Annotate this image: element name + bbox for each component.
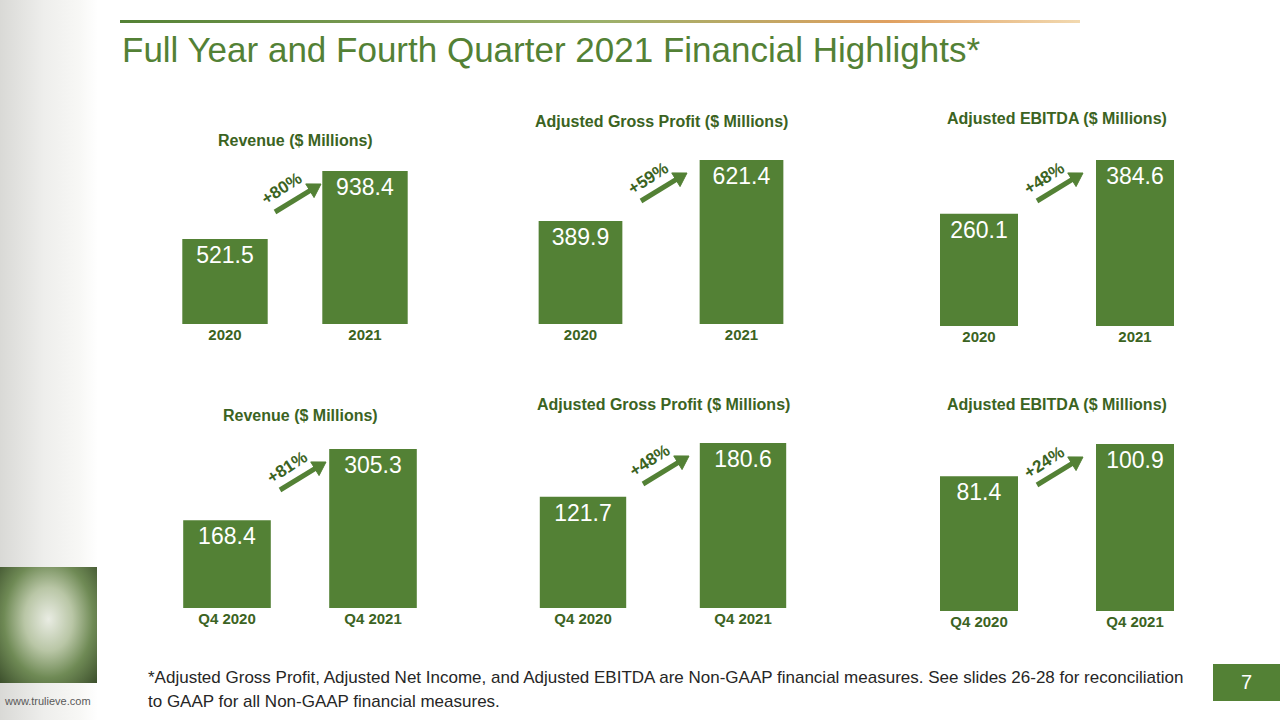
- svg-text:2021: 2021: [1118, 328, 1151, 345]
- html-text:7: 7: [1240, 671, 1253, 693]
- svg-text:Adjusted EBITDA ($ Millions): Adjusted EBITDA ($ Millions): [947, 396, 1167, 413]
- svg-text:2021: 2021: [348, 326, 381, 343]
- svg-text:+80%: +80%: [258, 169, 305, 209]
- svg-text:168.4: 168.4: [198, 523, 256, 549]
- svg-text:+81%: +81%: [264, 447, 311, 487]
- svg-text:180.6: 180.6: [714, 446, 772, 472]
- svg-text:305.3: 305.3: [344, 452, 402, 478]
- html-text:www.trulieve.com: www.trulieve.com: [5, 695, 91, 707]
- svg-text:389.9: 389.9: [552, 224, 610, 250]
- svg-text:Revenue ($ Millions): Revenue ($ Millions): [223, 407, 378, 424]
- svg-text:521.5: 521.5: [196, 242, 254, 268]
- svg-text:2020: 2020: [564, 326, 597, 343]
- html-text:*Adjusted Gross Profit, Adjust: *Adjusted Gross Profit, Adjusted Net Inc…: [148, 668, 1184, 711]
- html-text:Full Year and Fourth Quarter 2: Full Year and Fourth Quarter 2021 Financ…: [122, 30, 980, 69]
- svg-text:Q4 2021: Q4 2021: [714, 610, 772, 627]
- svg-text:Q4 2020: Q4 2020: [198, 610, 256, 627]
- svg-text:260.1: 260.1: [950, 217, 1008, 243]
- svg-text:81.4: 81.4: [957, 479, 1002, 505]
- svg-text:Q4 2020: Q4 2020: [554, 610, 612, 627]
- svg-text:+48%: +48%: [626, 441, 673, 481]
- svg-text:121.7: 121.7: [554, 500, 612, 526]
- svg-text:384.6: 384.6: [1106, 163, 1164, 189]
- svg-text:Revenue ($ Millions): Revenue ($ Millions): [218, 132, 373, 149]
- svg-text:Q4 2021: Q4 2021: [1106, 613, 1164, 630]
- svg-text:Q4 2021: Q4 2021: [344, 610, 402, 627]
- svg-text:621.4: 621.4: [713, 163, 771, 189]
- svg-text:+48%: +48%: [1021, 158, 1068, 198]
- svg-text:2020: 2020: [962, 328, 995, 345]
- svg-text:938.4: 938.4: [336, 174, 394, 200]
- svg-text:Adjusted Gross Profit ($ Milli: Adjusted Gross Profit ($ Millions): [535, 113, 788, 130]
- svg-text:Adjusted Gross Profit ($ Milli: Adjusted Gross Profit ($ Millions): [537, 396, 790, 413]
- svg-text:Q4 2020: Q4 2020: [950, 613, 1008, 630]
- svg-text:+24%: +24%: [1021, 442, 1068, 482]
- svg-text:2021: 2021: [725, 326, 758, 343]
- svg-text:+59%: +59%: [625, 158, 672, 198]
- svg-text:2020: 2020: [208, 326, 241, 343]
- svg-text:Adjusted EBITDA ($ Millions): Adjusted EBITDA ($ Millions): [947, 110, 1167, 127]
- svg-text:100.9: 100.9: [1106, 447, 1164, 473]
